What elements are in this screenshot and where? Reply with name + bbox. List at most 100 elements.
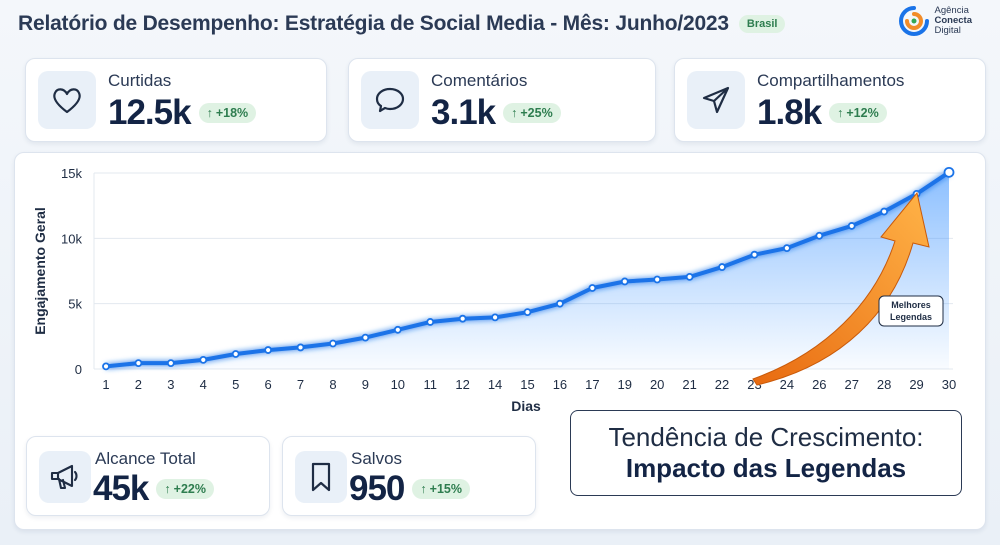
stat-value: 3.1k bbox=[431, 93, 496, 132]
x-tick-label: 29 bbox=[909, 377, 923, 392]
y-tick-label: 10k bbox=[61, 231, 82, 246]
growth-callout: Tendência de Crescimento: Impacto das Le… bbox=[570, 410, 962, 496]
data-point bbox=[329, 339, 337, 348]
stat-label: Compartilhamentos bbox=[757, 71, 905, 90]
speech-bubble-icon bbox=[361, 71, 419, 129]
data-point bbox=[199, 355, 208, 364]
arrow-up-icon: ↑ bbox=[837, 106, 844, 120]
data-point bbox=[523, 308, 532, 317]
x-tick-label: 19 bbox=[618, 377, 632, 392]
stat-label: Comentários bbox=[431, 71, 528, 90]
arrow-up-icon: ↑ bbox=[164, 482, 171, 496]
x-tick-label: 27 bbox=[844, 377, 858, 392]
callout-title: Tendência de Crescimento: bbox=[608, 422, 924, 452]
stat-card-compartilhamentos: Compartilhamentos 1.8k ↑ +12% bbox=[674, 58, 986, 142]
x-tick-label: 3 bbox=[167, 377, 174, 392]
data-point bbox=[880, 207, 889, 216]
data-point bbox=[782, 244, 791, 253]
stat-change-badge: ↑ +18% bbox=[198, 103, 257, 123]
x-tick-label: 20 bbox=[650, 377, 664, 392]
stat-label: Salvos bbox=[351, 449, 403, 468]
megaphone-icon bbox=[39, 451, 91, 503]
stat-card-alcance: Alcance Total 45k ↑ +22% bbox=[26, 436, 270, 516]
x-tick-label: 16 bbox=[553, 377, 567, 392]
y-tick-label: 15k bbox=[61, 166, 82, 181]
data-point bbox=[134, 359, 143, 368]
stat-change-badge: ↑ +25% bbox=[503, 103, 561, 123]
x-tick-label: 17 bbox=[585, 377, 599, 392]
data-point bbox=[750, 250, 759, 259]
stat-card-curtidas: Curtidas 12.5k ↑ +18% bbox=[25, 58, 327, 142]
data-point bbox=[491, 313, 499, 322]
x-tick-label: 5 bbox=[232, 377, 239, 392]
x-tick-label: 7 bbox=[297, 377, 304, 392]
stat-value: 45k bbox=[93, 469, 149, 508]
data-point bbox=[685, 272, 694, 281]
engagement-area bbox=[106, 172, 949, 369]
annotation-line1: Melhores bbox=[891, 300, 931, 310]
data-point bbox=[426, 318, 435, 326]
data-point bbox=[361, 333, 370, 342]
header: Relatório de Desempenho: Estratégia de S… bbox=[18, 6, 786, 42]
x-tick-label: 24 bbox=[780, 377, 794, 392]
arrow-up-icon: ↑ bbox=[420, 482, 427, 496]
x-tick-label: 2 bbox=[135, 377, 142, 392]
data-point bbox=[653, 275, 662, 284]
data-point bbox=[815, 231, 824, 240]
page-title: Relatório de Desempenho: Estratégia de S… bbox=[18, 12, 729, 35]
data-point bbox=[943, 166, 955, 178]
callout-subtitle: Impacto das Legendas bbox=[625, 453, 907, 483]
data-point bbox=[393, 325, 402, 334]
agency-logo-icon bbox=[898, 6, 929, 36]
data-point bbox=[102, 362, 110, 371]
data-point bbox=[847, 222, 856, 230]
y-axis-label: Engajamento Geral bbox=[32, 207, 48, 335]
stat-change-badge: ↑ +12% bbox=[829, 103, 887, 123]
send-icon bbox=[687, 71, 745, 129]
stat-value: 950 bbox=[349, 469, 405, 508]
x-tick-label: 11 bbox=[423, 377, 437, 392]
stat-change-badge: ↑ +22% bbox=[156, 479, 214, 499]
x-tick-label: 1 bbox=[102, 377, 109, 392]
stat-label: Curtidas bbox=[108, 71, 172, 90]
x-tick-label: 21 bbox=[682, 377, 696, 392]
y-tick-label: 0 bbox=[75, 362, 82, 377]
heart-icon bbox=[38, 71, 96, 129]
stat-value: 1.8k bbox=[757, 93, 822, 132]
stat-label: Alcance Total bbox=[95, 449, 196, 468]
x-tick-label: 30 bbox=[942, 377, 956, 392]
x-tick-label: 22 bbox=[715, 377, 729, 392]
x-tick-label: 15 bbox=[520, 377, 534, 392]
brand-name: Agência Conecta Digital bbox=[934, 5, 972, 36]
x-tick-label: 12 bbox=[455, 377, 469, 392]
x-tick-label: 4 bbox=[200, 377, 207, 392]
engagement-line-chart: 1 2 3 4 5 6 7 8 9 10 11 12 14 15 16 17 19 20 21 22 23 24 26 27 2… bbox=[32, 166, 956, 414]
x-tick-label: 6 bbox=[264, 377, 271, 392]
brand-logo: Agência Conecta Digital bbox=[898, 5, 972, 36]
data-point bbox=[231, 350, 240, 358]
y-tick-label: 5k bbox=[68, 297, 82, 312]
bookmark-icon bbox=[295, 451, 347, 503]
x-tick-label: 26 bbox=[812, 377, 826, 392]
x-tick-label: 8 bbox=[329, 377, 336, 392]
stat-card-comentarios: Comentários 3.1k ↑ +25% bbox=[348, 58, 656, 142]
stat-card-salvos: Salvos 950 ↑ +15% bbox=[282, 436, 536, 516]
annotation-bubble bbox=[878, 295, 944, 327]
data-point bbox=[588, 284, 597, 292]
stat-value: 12.5k bbox=[108, 93, 192, 132]
data-point bbox=[556, 299, 564, 308]
stat-change-badge: ↑ +15% bbox=[412, 479, 470, 499]
data-point bbox=[264, 346, 273, 354]
data-point bbox=[620, 277, 629, 286]
x-tick-label: 9 bbox=[362, 377, 369, 392]
growth-arrow-icon bbox=[752, 191, 930, 386]
data-point bbox=[458, 314, 467, 323]
x-tick-label: 28 bbox=[877, 377, 891, 392]
country-badge: Brasil bbox=[738, 15, 786, 33]
annotation-line2: Legendas bbox=[890, 312, 932, 322]
x-tick-label: 10 bbox=[391, 377, 405, 392]
x-tick-label: 14 bbox=[488, 377, 502, 392]
data-point bbox=[718, 263, 726, 271]
x-axis-label: Dias bbox=[511, 398, 541, 414]
arrow-up-icon: ↑ bbox=[511, 106, 518, 120]
